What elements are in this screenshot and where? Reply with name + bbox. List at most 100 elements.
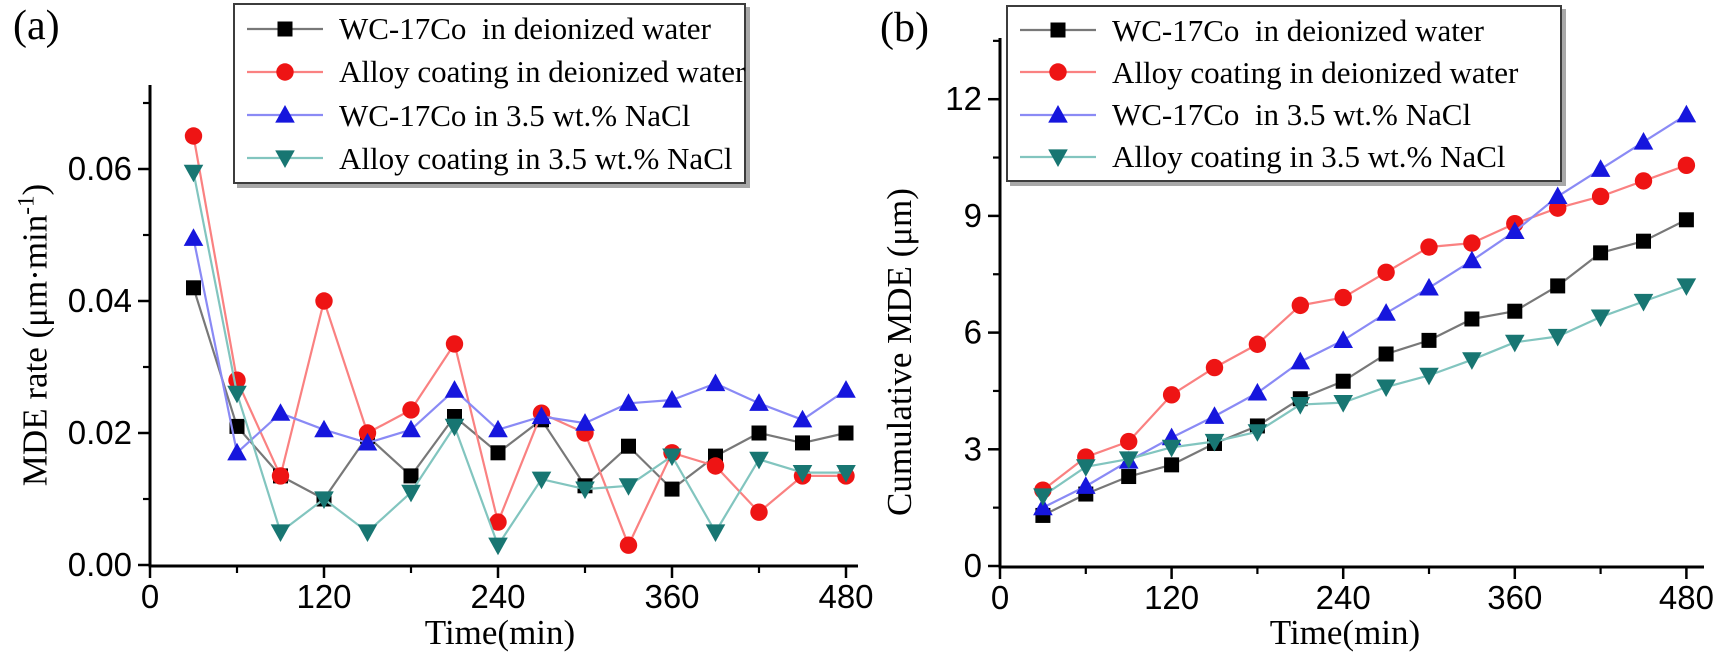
data-point-marker <box>271 467 290 485</box>
data-point-marker <box>1033 497 1053 516</box>
legend-key-triangle-up-icon <box>1020 104 1096 123</box>
data-point-marker <box>618 478 639 496</box>
data-point-marker <box>1290 351 1311 370</box>
data-point-marker <box>1333 330 1353 348</box>
data-point-marker <box>227 385 247 404</box>
panel-b-y-tick-label: 3 <box>964 430 982 467</box>
data-point-marker <box>1204 433 1225 452</box>
panel-a-legend: WC-17Co in deionized water Alloy coating … <box>233 3 746 184</box>
panel-a-plot: 0 120 240 360 480 0.00 0.02 0.04 0.06 <box>68 85 874 615</box>
data-point-marker <box>1162 386 1181 404</box>
legend-marker-icon <box>275 105 295 123</box>
data-point-marker <box>792 409 813 428</box>
data-point-marker <box>575 413 595 431</box>
data-point-marker <box>1335 373 1351 389</box>
panel-b-x-tick-label: 480 <box>1659 579 1714 616</box>
panel-a-y-tick-label: 0.02 <box>68 414 132 451</box>
data-point-marker <box>1378 346 1394 362</box>
panel-b-y-tick-label: 9 <box>964 197 982 234</box>
data-point-marker <box>751 425 767 441</box>
data-point-marker <box>792 465 813 483</box>
data-point-marker <box>186 280 201 296</box>
data-point-marker <box>749 451 769 470</box>
data-point-marker <box>227 442 247 461</box>
data-point-marker <box>1676 104 1697 123</box>
data-point-marker <box>1291 296 1310 315</box>
series-line <box>192 135 846 547</box>
panel-a-x-tick-label: 120 <box>296 578 351 615</box>
data-point-marker <box>445 335 464 353</box>
data-point-marker <box>1161 439 1182 458</box>
panel-b-y-axis-title: Cumulative MDE (μm) <box>880 188 919 516</box>
panel-b-x-tick-label: 360 <box>1487 579 1542 616</box>
legend-label: Alloy coating in deionized water <box>1112 54 1519 90</box>
panel-a-y-title-superscript: -1 <box>12 195 39 215</box>
data-point-marker <box>1377 263 1395 282</box>
panel-b-series-1 <box>1034 156 1696 499</box>
panel-b-series-2 <box>1033 104 1697 516</box>
data-point-marker <box>490 445 506 461</box>
data-point-marker <box>1248 335 1267 353</box>
data-point-marker <box>357 524 378 542</box>
series-line <box>192 238 847 454</box>
panel-a-x-tick-label: 0 <box>141 578 159 615</box>
data-point-marker <box>705 373 726 392</box>
data-point-marker <box>1118 451 1139 470</box>
data-point-marker <box>314 419 334 438</box>
data-point-marker <box>531 406 552 425</box>
series-line <box>1042 113 1687 509</box>
panel-a-x-tick-label: 240 <box>470 578 525 615</box>
data-point-marker <box>1247 382 1268 401</box>
data-point-marker <box>1419 277 1439 296</box>
panel-a-y-tick-label: 0.06 <box>68 150 132 187</box>
panel-a-y-title-text: MDE rate (μm·min <box>15 214 55 487</box>
data-point-marker <box>1633 293 1654 312</box>
panel-a-x-axis-title: Time(min) <box>424 613 576 652</box>
panel-b-x-tick-label: 0 <box>991 579 1009 616</box>
data-point-marker <box>836 465 856 483</box>
data-point-marker <box>1677 156 1696 175</box>
data-point-marker <box>444 380 465 398</box>
data-point-marker <box>1636 233 1651 249</box>
panel-b-x-tick-label: 120 <box>1144 579 1199 616</box>
data-point-marker <box>618 393 639 411</box>
data-point-marker <box>706 457 725 475</box>
data-point-marker <box>1120 432 1138 451</box>
data-point-marker <box>1421 332 1437 348</box>
legend-key-triangle-down-icon <box>1020 149 1096 167</box>
legend-marker-icon <box>1050 22 1066 38</box>
data-point-marker <box>619 536 638 554</box>
data-point-marker <box>1420 238 1438 256</box>
legend-item: Alloy coating in deionized water <box>245 50 746 93</box>
legend-item: WC-17Co in 3.5 wt.% NaCl <box>245 94 744 137</box>
data-point-marker <box>1678 212 1694 228</box>
data-point-marker <box>1290 396 1311 415</box>
panel-a-series-2 <box>183 228 856 461</box>
series-line <box>1042 164 1687 492</box>
data-point-marker <box>838 425 854 441</box>
legend-marker-icon <box>1048 149 1068 167</box>
legend-key-square-icon <box>1020 22 1096 38</box>
data-point-marker <box>1463 234 1481 252</box>
data-point-marker <box>401 484 421 503</box>
legend-label: Alloy coating in deionized water <box>339 54 746 90</box>
panel-a-series-1 <box>184 127 855 554</box>
data-point-marker <box>1505 221 1525 240</box>
data-point-marker <box>1464 311 1480 327</box>
data-point-marker <box>1333 395 1353 413</box>
data-point-marker <box>489 513 507 531</box>
data-point-marker <box>1547 328 1568 347</box>
data-point-marker <box>488 419 508 438</box>
panel-b-y-tick-label: 6 <box>964 314 982 351</box>
panel-a-x-tick-label: 480 <box>818 578 873 615</box>
data-point-marker <box>314 491 334 509</box>
legend-label: Alloy coating in 3.5 wt.% NaCl <box>339 140 733 176</box>
data-point-marker <box>1204 406 1225 424</box>
panel-b-x-tick-label: 240 <box>1316 579 1371 616</box>
legend-item: WC-17Co in 3.5 wt.% NaCl <box>1018 94 1560 136</box>
panel-b-letter: (b) <box>880 5 929 51</box>
data-point-marker <box>1547 186 1568 205</box>
data-point-marker <box>1633 131 1654 150</box>
panel-a-x-tick-label: 360 <box>644 578 699 615</box>
legend-label: WC-17Co in deionized water <box>339 11 711 47</box>
